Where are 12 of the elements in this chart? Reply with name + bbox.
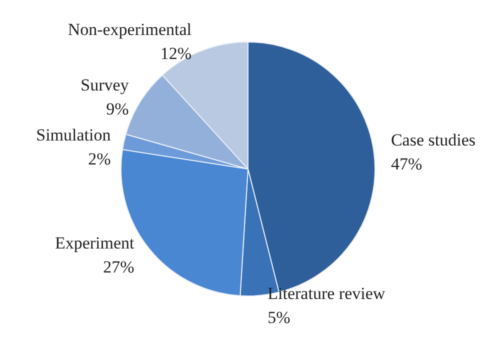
data-label: 2%	[88, 149, 111, 168]
data-label: 47%	[390, 154, 422, 174]
slice-label: Non-experimental	[68, 20, 192, 39]
data-label: 5%	[268, 308, 290, 327]
data-label: 27%	[103, 257, 134, 276]
data-label: 12%	[160, 44, 192, 63]
slice-label: Literature review	[268, 284, 386, 303]
slice-label: Survey	[80, 75, 130, 94]
slice-label: Simulation	[36, 125, 112, 144]
data-label: 9%	[106, 99, 129, 118]
slice-label: Experiment	[54, 233, 135, 252]
slice-label: Case studies	[390, 130, 476, 150]
